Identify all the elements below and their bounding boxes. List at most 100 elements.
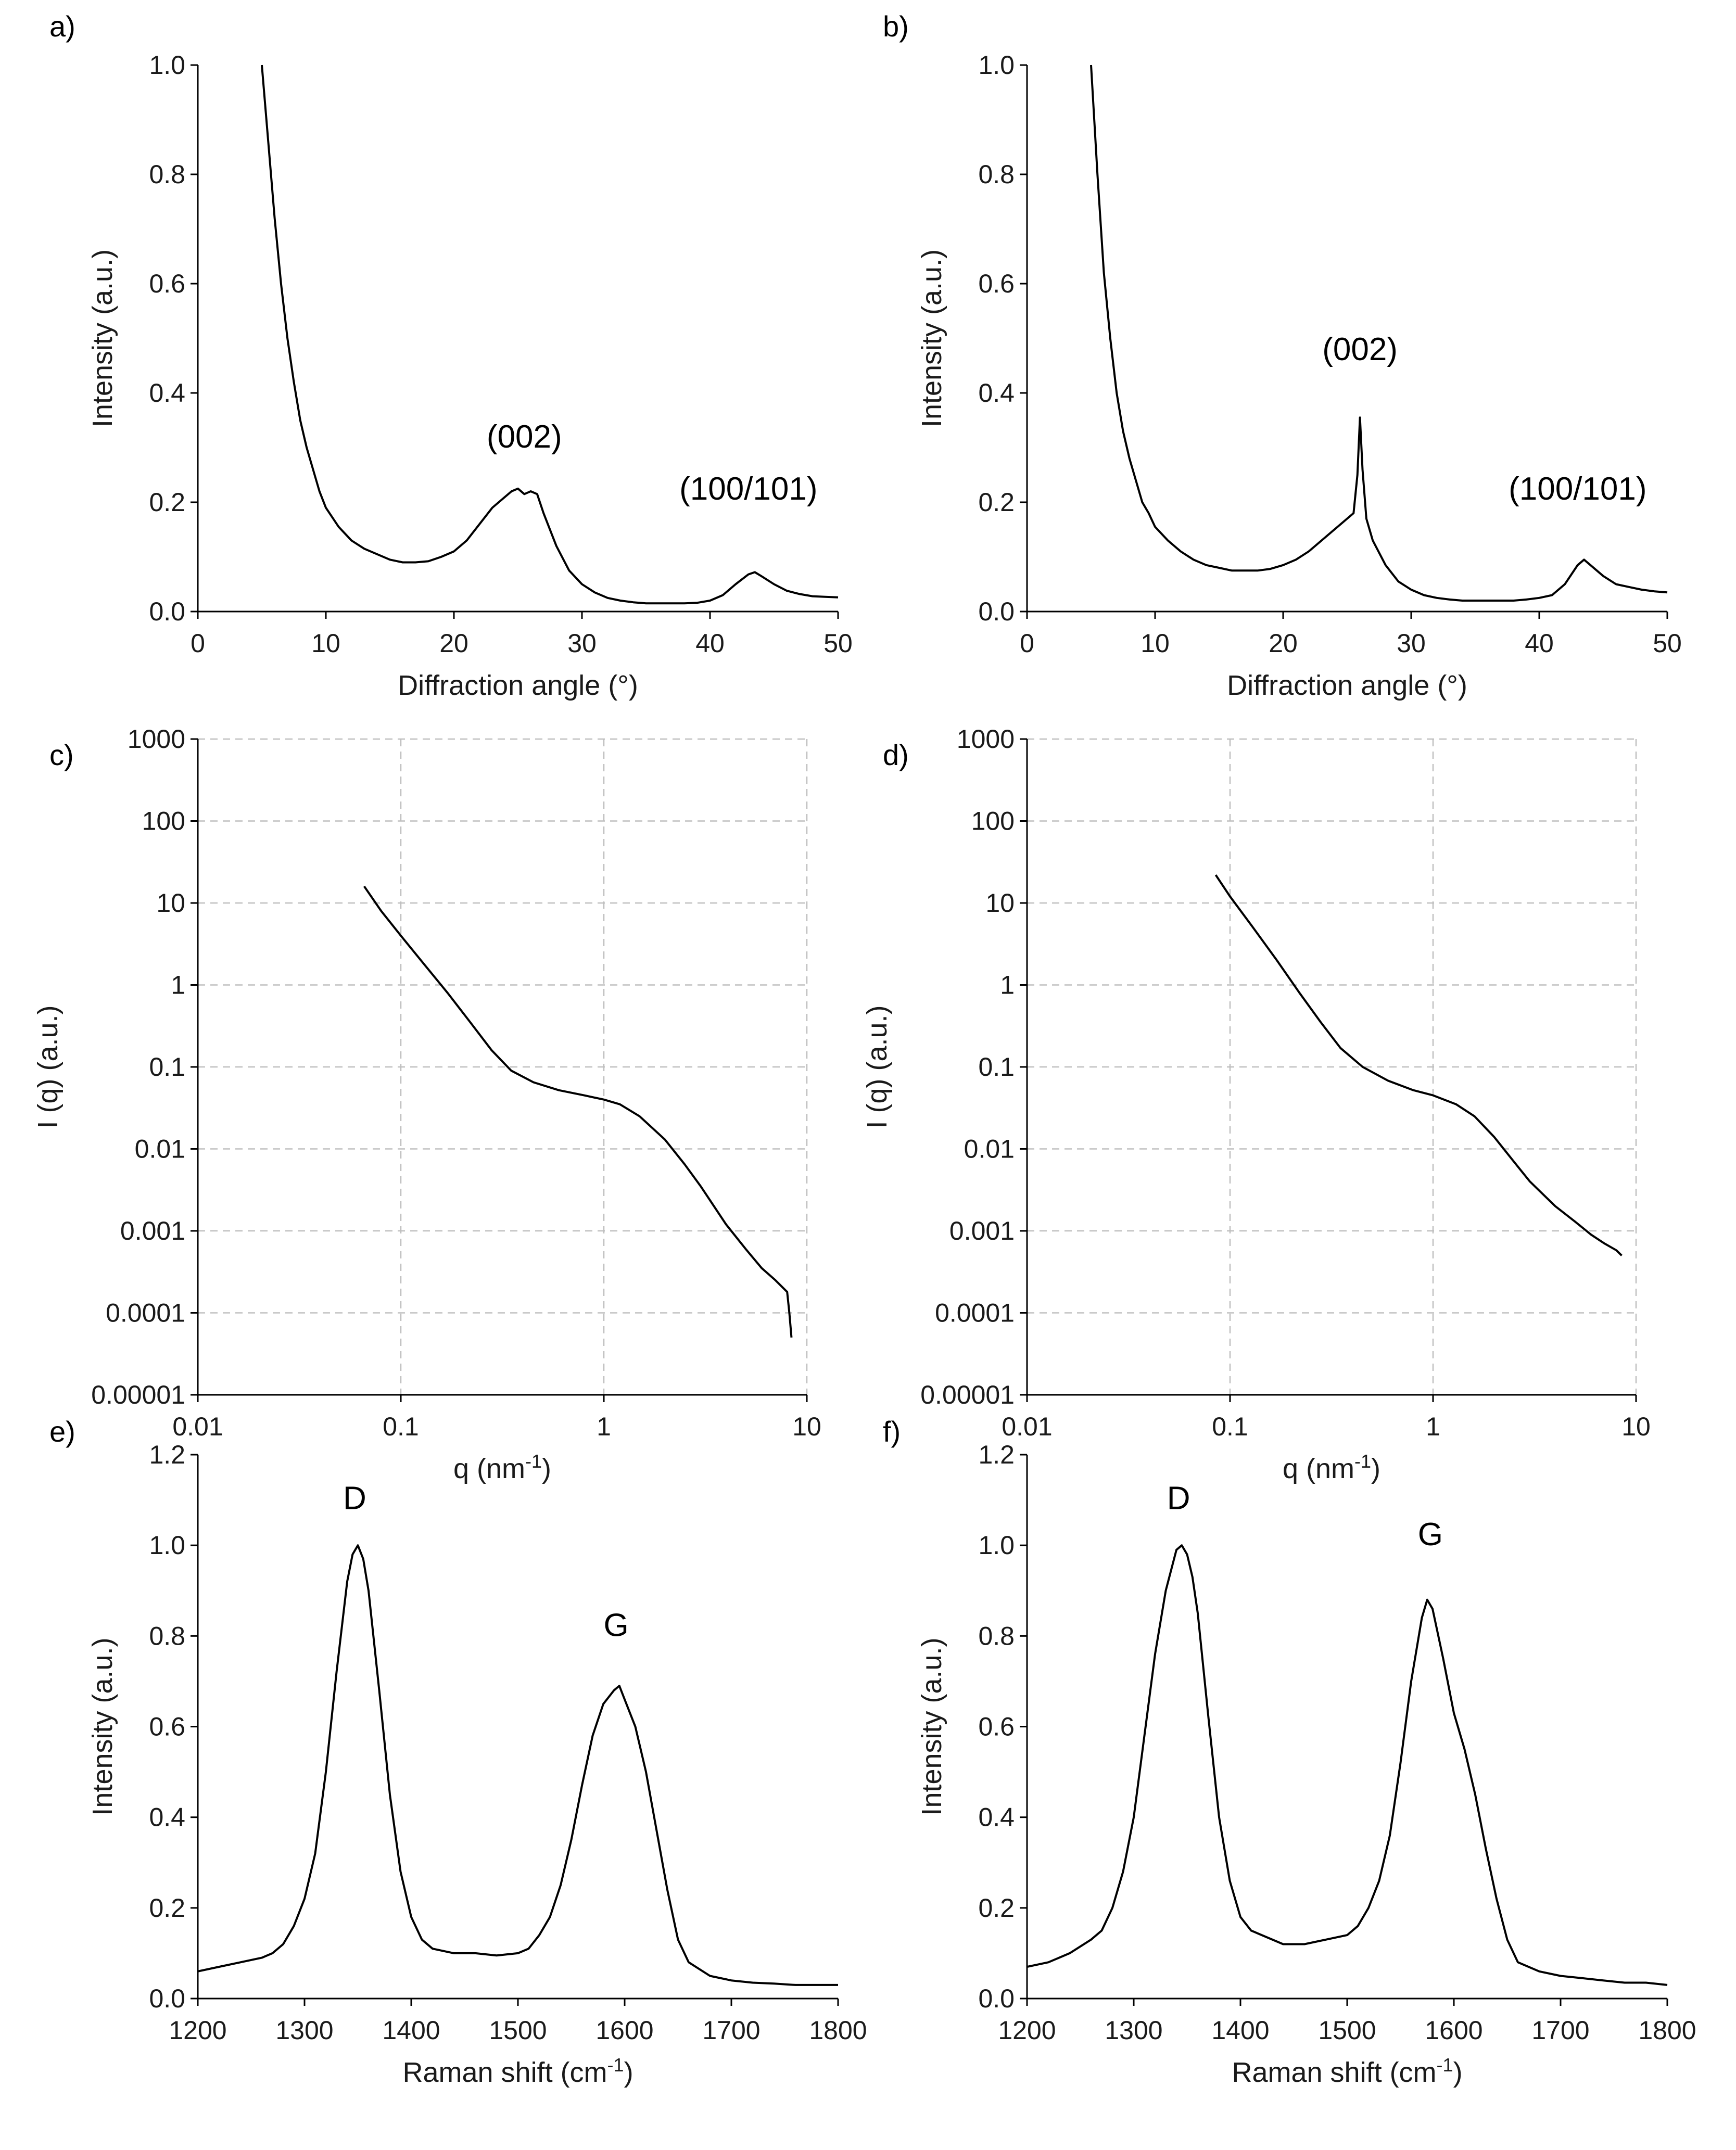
y-tick-label: 0.001: [949, 1216, 1015, 1245]
panel-label: d): [883, 739, 909, 771]
y-tick-label: 100: [142, 807, 185, 836]
x-tick-label: 10: [1141, 629, 1170, 658]
x-tick-label: 0.01: [172, 1412, 223, 1441]
peak-annotation: D: [1167, 1481, 1190, 1517]
series-line: [1090, 65, 1668, 602]
y-tick-label: 0.4: [978, 1803, 1015, 1832]
peak-annotation: G: [1418, 1517, 1443, 1553]
y-axis-title: Intensity (a.u.): [916, 249, 947, 427]
y-tick-label: 0.0: [149, 597, 185, 626]
y-axis-title: Intensity (a.u.): [916, 1637, 947, 1815]
x-tick-label: 1: [1426, 1412, 1440, 1441]
series-line: [261, 65, 839, 605]
series-line: [1027, 1544, 1668, 1986]
x-tick-label: 50: [823, 629, 853, 658]
y-tick-label: 1.0: [149, 50, 185, 80]
y-tick-label: 10: [156, 888, 185, 918]
y-tick-label: 1: [171, 971, 185, 1000]
x-tick-label: 50: [1653, 629, 1682, 658]
y-tick-label: 0.4: [149, 378, 185, 408]
x-tick-label: 1800: [809, 2016, 867, 2045]
x-tick-label: 0.1: [1212, 1412, 1248, 1441]
chart-d: 0.00001 0.0001 0.001 0.01 0.1 1 10 100 1000 0.01 0…: [861, 724, 1651, 1484]
x-axis-title: Diffraction angle (°): [398, 670, 638, 701]
x-axis-title: Diffraction angle (°): [1227, 670, 1467, 701]
x-tick-label: 1300: [275, 2016, 333, 2045]
y-tick-label: 0.8: [978, 1621, 1015, 1650]
y-tick-label: 0.0001: [106, 1299, 185, 1328]
x-tick-label: 1700: [702, 2016, 760, 2045]
panel-label: c): [49, 739, 74, 771]
y-axis-title: Intensity (a.u.): [87, 1637, 118, 1815]
y-tick-label: 0.1: [978, 1052, 1015, 1082]
y-tick-label: 1: [1000, 971, 1015, 1000]
chart-e: 0.0 0.2 0.4 0.6 0.8 1.0 1.2 1200 1300 1400 1500 160…: [49, 1415, 867, 2089]
y-tick-label: 1.0: [978, 1531, 1015, 1560]
y-tick-label: 1.0: [978, 50, 1015, 80]
x-tick-label: 1: [597, 1412, 611, 1441]
x-tick-label: 1200: [998, 2016, 1056, 2045]
y-axis-title: I (q) (a.u.): [32, 1005, 64, 1128]
y-tick-label: 0.8: [149, 160, 185, 189]
x-tick-label: 1200: [169, 2016, 226, 2045]
x-tick-label: 1800: [1638, 2016, 1696, 2045]
y-tick-label: 0.2: [978, 1893, 1015, 1923]
x-axis-title: Raman shift (cm-1): [402, 2054, 633, 2089]
panel-b: 0.0 0.2 0.4 0.6 0.8 1.0 0 10 20 30 40 50 Diffraction…: [868, 0, 1736, 718]
y-tick-label: 0.4: [978, 378, 1015, 408]
panel-a: 0.0 0.2 0.4 0.6 0.8 1.0 0 10 20 30 40 50 Diffraction…: [0, 0, 868, 718]
y-tick-label: 0.01: [964, 1135, 1015, 1164]
y-tick-label: 1.0: [149, 1531, 185, 1560]
y-tick-label: 0.2: [149, 488, 185, 517]
x-tick-label: 1600: [1425, 2016, 1482, 2045]
panel-label: a): [49, 10, 75, 43]
chart-c: 0.00001 0.0001 0.001 0.01 0.1 1 10 100 1000 0.01 0…: [32, 724, 821, 1484]
y-tick-label: 0.0: [978, 597, 1015, 626]
y-tick-label: 100: [971, 807, 1015, 836]
gridlines: [198, 738, 808, 1395]
x-tick-label: 0.01: [1002, 1412, 1052, 1441]
panel-c: 0.00001 0.0001 0.001 0.01 0.1 1 10 100 1000 0.01 0…: [0, 718, 868, 1484]
x-tick-label: 1700: [1531, 2016, 1589, 2045]
x-axis-title: q (nm-1): [453, 1451, 551, 1485]
y-tick-label: 0.00001: [91, 1380, 185, 1409]
peak-annotation: G: [603, 1607, 628, 1643]
y-tick-label: 10: [985, 888, 1015, 918]
chart-f: 0.0 0.2 0.4 0.6 0.8 1.0 1.2 1200 1300 1400 1500 160…: [883, 1415, 1696, 2089]
y-tick-label: 0.6: [149, 269, 185, 298]
y-tick-label: 0.6: [149, 1712, 185, 1741]
x-tick-label: 30: [567, 629, 597, 658]
x-tick-label: 0.1: [383, 1412, 419, 1441]
x-tick-label: 1500: [1318, 2016, 1376, 2045]
x-tick-label: 1300: [1105, 2016, 1162, 2045]
y-tick-label: 0.001: [120, 1216, 185, 1245]
y-tick-label: 0.8: [978, 160, 1015, 189]
y-tick-label: 0.0001: [935, 1299, 1015, 1328]
x-tick-label: 10: [311, 629, 340, 658]
y-tick-label: 0.01: [135, 1135, 185, 1164]
panel-label: f): [883, 1415, 901, 1448]
x-tick-label: 40: [695, 629, 725, 658]
panel-d: 0.00001 0.0001 0.001 0.01 0.1 1 10 100 1000 0.01 0…: [861, 718, 1736, 1484]
y-tick-label: 0.0: [149, 1984, 185, 2013]
series-line: [1214, 874, 1623, 1256]
y-tick-label: 0.2: [149, 1893, 185, 1923]
x-tick-label: 0: [1020, 629, 1034, 658]
series-line: [363, 885, 793, 1338]
y-tick-label: 0.6: [978, 1712, 1015, 1741]
x-tick-label: 10: [792, 1412, 821, 1441]
x-tick-label: 1500: [489, 2016, 547, 2045]
x-tick-label: 40: [1525, 629, 1554, 658]
x-axis-title: q (nm-1): [1283, 1451, 1380, 1485]
chart-b: 0.0 0.2 0.4 0.6 0.8 1.0 0 10 20 30 40 50 Diffraction…: [883, 10, 1682, 701]
series-line: [198, 1544, 838, 1986]
x-axis-title: Raman shift (cm-1): [1232, 2054, 1462, 2089]
y-tick-label: 1000: [128, 724, 185, 754]
panel-label: b): [883, 10, 909, 43]
y-tick-label: 0.6: [978, 269, 1015, 298]
y-tick-label: 0.8: [149, 1621, 185, 1650]
y-tick-label: 1000: [957, 724, 1015, 754]
peak-annotation: (002): [487, 419, 562, 455]
x-tick-label: 1400: [382, 2016, 440, 2045]
gridlines: [1027, 738, 1637, 1395]
